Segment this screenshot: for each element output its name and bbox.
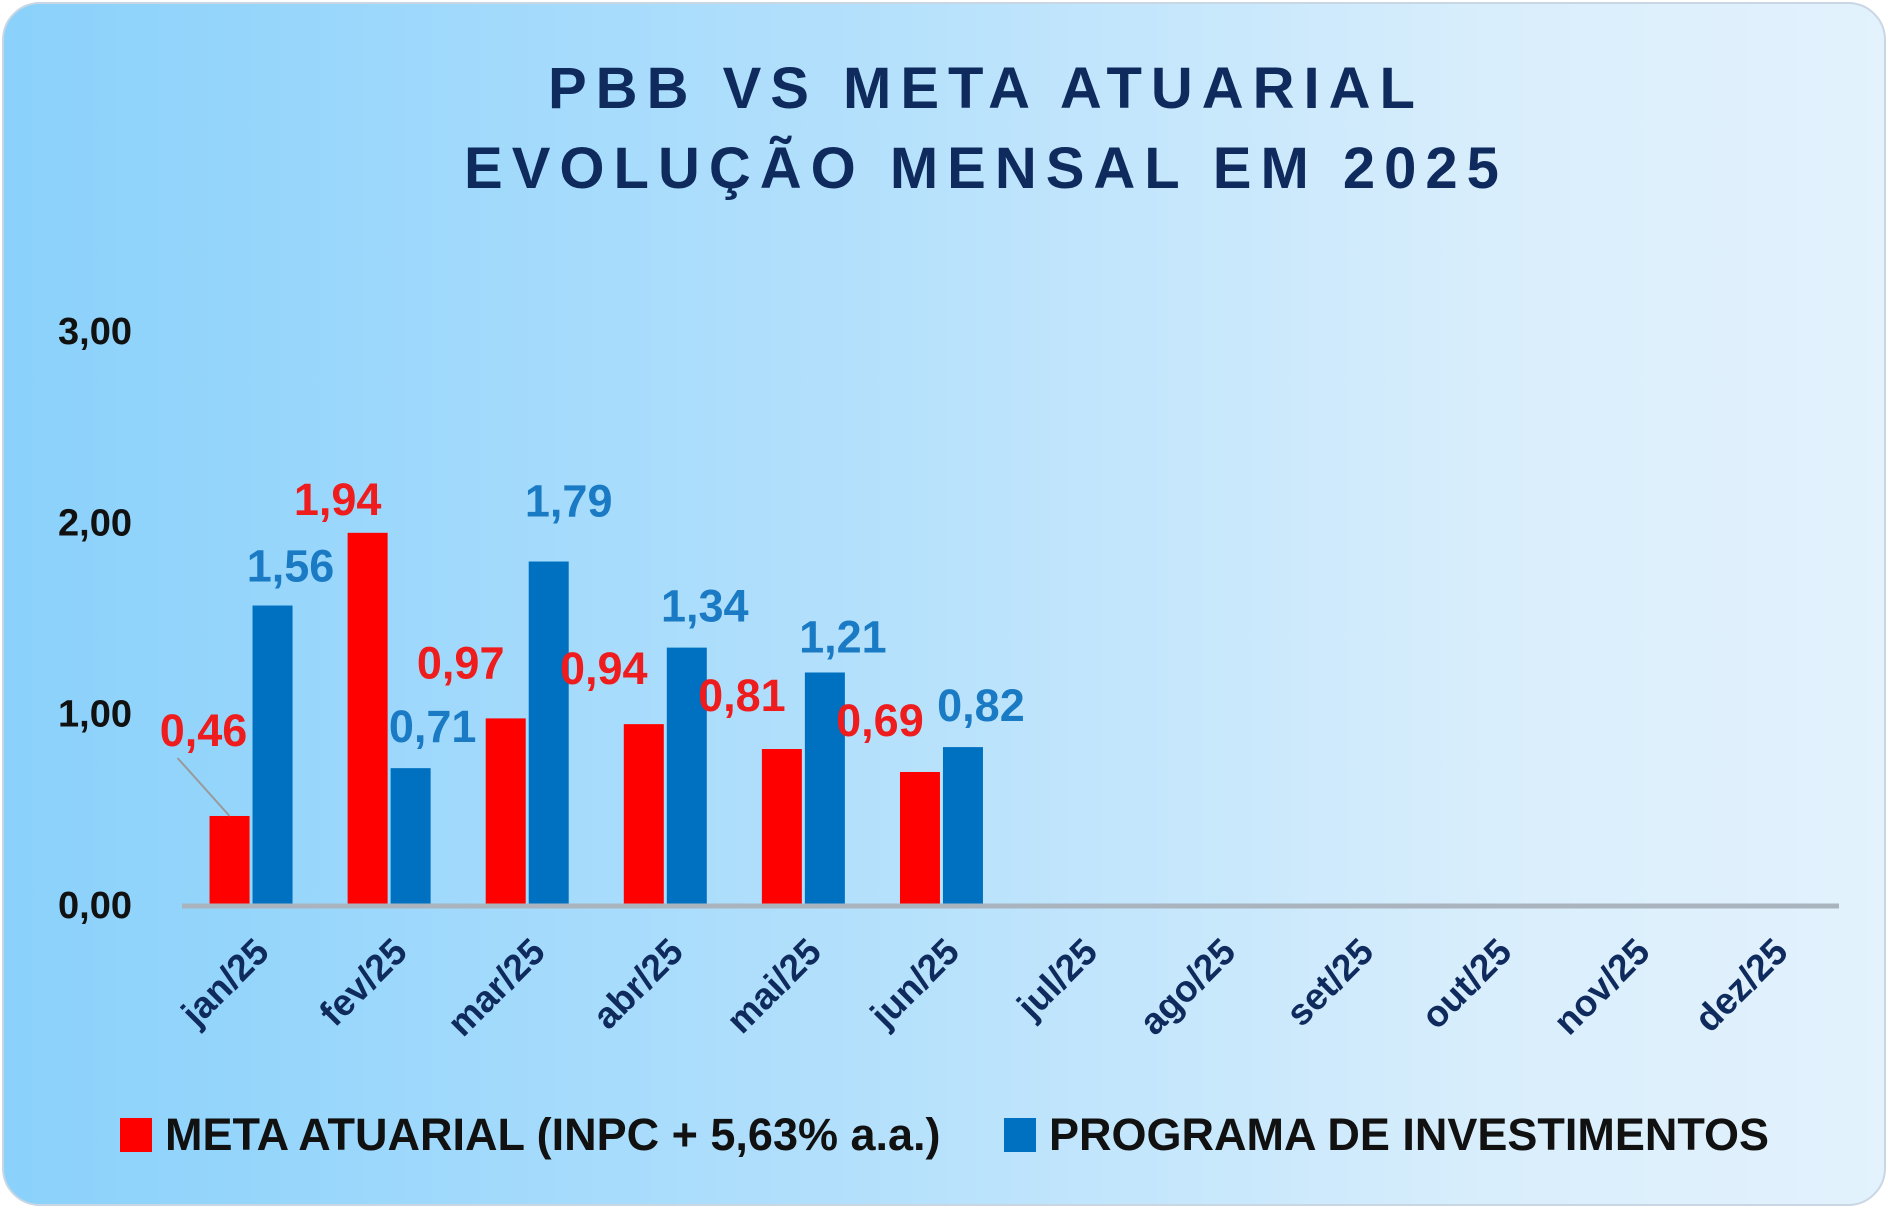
legend-swatch	[120, 1118, 152, 1152]
bar-programa-mai-25	[804, 672, 845, 904]
x-tick-label: jul/25	[1009, 931, 1106, 1028]
x-tick-label: set/25	[1278, 931, 1381, 1034]
bar-chart: PBB VS META ATUARIAL EVOLUÇÃO MENSAL EM …	[58, 56, 1839, 1160]
x-tick-label: jan/25	[173, 931, 277, 1035]
x-tick-label: abr/25	[585, 931, 691, 1037]
x-tick-label: out/25	[1413, 931, 1519, 1037]
data-label: 1,94	[294, 474, 382, 525]
data-label: 0,81	[698, 670, 786, 721]
x-tick-label: ago/25	[1131, 931, 1243, 1043]
x-tick-label: mar/25	[440, 931, 553, 1044]
y-tick-label: 2,00	[58, 502, 132, 544]
x-tick-label: fev/25	[312, 931, 415, 1034]
bar-programa-fev-25	[390, 768, 431, 904]
chart-title-line1: PBB VS META ATUARIAL	[548, 56, 1424, 121]
bar-programa-jan-25	[252, 605, 293, 904]
legend-swatch	[1004, 1118, 1036, 1152]
data-label: 1,21	[799, 611, 887, 662]
y-axis: 0,00 1,00 2,00 3,00	[58, 311, 132, 927]
x-tick-label: mai/25	[719, 931, 829, 1041]
bar-programa-jun-25	[942, 747, 983, 904]
data-labels: 0,46 1,94 0,97 0,94 0,81 0,69 1,56 0,71 1,79 1,34…	[160, 474, 1025, 817]
data-label: 0,82	[937, 680, 1025, 731]
data-label: 0,69	[836, 695, 924, 746]
bar-meta-jun-25	[899, 771, 940, 904]
x-tick-label: dez/25	[1687, 931, 1796, 1040]
data-label: 1,56	[247, 541, 335, 592]
bar-meta-fev-25	[347, 532, 388, 904]
x-tick-label: jun/25	[862, 931, 967, 1036]
data-label: 0,46	[160, 705, 248, 756]
legend-label: META ATUARIAL (INPC + 5,63% a.a.)	[165, 1109, 941, 1160]
data-label: 1,79	[525, 476, 613, 527]
bar-programa-abr-25	[666, 647, 707, 904]
data-label: 1,34	[661, 581, 749, 632]
bar-meta-mai-25	[761, 749, 802, 904]
y-tick-label: 0,00	[58, 885, 132, 927]
bar-meta-abr-25	[623, 724, 664, 904]
data-label: 0,94	[560, 643, 648, 694]
bar-programa-mar-25	[528, 561, 569, 904]
legend: META ATUARIAL (INPC + 5,63% a.a.) PROGRAM…	[120, 1109, 1769, 1160]
data-label: 0,71	[389, 701, 477, 752]
y-tick-label: 1,00	[58, 694, 132, 736]
x-axis: jan/25 fev/25 mar/25 abr/25 mai/25 jun/25 jul/…	[173, 931, 1796, 1044]
label-leader-line	[176, 757, 231, 817]
chart-title-line2: EVOLUÇÃO MENSAL EM 2025	[464, 136, 1508, 201]
x-tick-label: nov/25	[1546, 931, 1658, 1043]
bars	[209, 532, 983, 904]
legend-label: PROGRAMA DE INVESTIMENTOS	[1049, 1109, 1769, 1160]
bar-meta-jan-25	[209, 815, 250, 904]
data-label: 0,97	[417, 637, 505, 688]
y-tick-label: 3,00	[58, 311, 132, 353]
bar-meta-mar-25	[485, 718, 526, 904]
